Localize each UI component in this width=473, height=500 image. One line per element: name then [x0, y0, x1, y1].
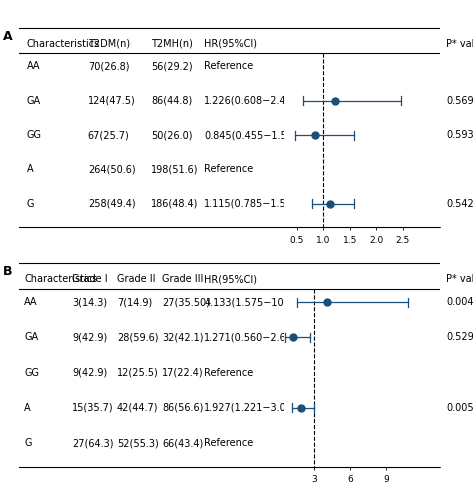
Text: 0.529: 0.529 [446, 332, 473, 342]
Text: 67(25.7): 67(25.7) [88, 130, 130, 140]
Text: GA: GA [24, 332, 38, 342]
Text: GA: GA [27, 96, 41, 106]
Text: 42(44.7): 42(44.7) [117, 403, 158, 413]
Text: 0.569: 0.569 [446, 96, 473, 106]
Text: P* value: P* value [446, 39, 473, 49]
Text: 1.115(0.785−1.584): 1.115(0.785−1.584) [204, 199, 303, 209]
Text: 7(14.9): 7(14.9) [117, 297, 152, 307]
Text: 15(35.7): 15(35.7) [72, 403, 114, 413]
Text: 264(50.6): 264(50.6) [88, 164, 135, 174]
Text: 28(59.6): 28(59.6) [117, 332, 158, 342]
Text: 50(26.0): 50(26.0) [151, 130, 193, 140]
Text: 1.271(0.560−2.686): 1.271(0.560−2.686) [204, 332, 303, 342]
Text: 17(22.4): 17(22.4) [162, 368, 203, 378]
Text: HR(95%CI): HR(95%CI) [204, 39, 257, 49]
Text: 32(42.1): 32(42.1) [162, 332, 203, 342]
Text: Grade I: Grade I [72, 274, 107, 284]
Text: 124(47.5): 124(47.5) [88, 96, 136, 106]
Text: 56(29.2): 56(29.2) [151, 62, 193, 72]
Text: Characteristics: Characteristics [27, 39, 100, 49]
Text: 1.927(1.221−3.037): 1.927(1.221−3.037) [204, 403, 303, 413]
Text: 86(56.6): 86(56.6) [162, 403, 203, 413]
Text: B: B [3, 266, 12, 278]
Text: HR(95%CI): HR(95%CI) [204, 274, 257, 284]
Text: 0.593: 0.593 [446, 130, 473, 140]
Text: Characteristics: Characteristics [24, 274, 97, 284]
Text: 0.845(0.455−1.568): 0.845(0.455−1.568) [204, 130, 303, 140]
Text: 0.542: 0.542 [446, 199, 473, 209]
Text: T2MH(n): T2MH(n) [151, 39, 193, 49]
Text: 4.133(1.575−10.859): 4.133(1.575−10.859) [204, 297, 309, 307]
Text: 27(64.3): 27(64.3) [72, 438, 114, 448]
Text: Reference: Reference [204, 438, 254, 448]
Text: 258(49.4): 258(49.4) [88, 199, 135, 209]
Text: AA: AA [27, 62, 40, 72]
Text: 12(25.5): 12(25.5) [117, 368, 158, 378]
Text: GG: GG [24, 368, 39, 378]
Text: 66(43.4): 66(43.4) [162, 438, 203, 448]
Text: A: A [3, 30, 13, 43]
Text: G: G [27, 199, 35, 209]
Text: 0.005: 0.005 [446, 403, 473, 413]
Text: G: G [24, 438, 32, 448]
Text: Grade III: Grade III [162, 274, 203, 284]
Text: 186(48.4): 186(48.4) [151, 199, 199, 209]
Text: AA: AA [24, 297, 38, 307]
Text: Reference: Reference [204, 368, 254, 378]
Text: 86(44.8): 86(44.8) [151, 96, 193, 106]
Text: 9(42.9): 9(42.9) [72, 368, 107, 378]
Text: 70(26.8): 70(26.8) [88, 62, 129, 72]
Text: Reference: Reference [204, 164, 254, 174]
Text: GG: GG [27, 130, 42, 140]
Text: A: A [27, 164, 34, 174]
Text: 52(55.3): 52(55.3) [117, 438, 158, 448]
Text: T2DM(n): T2DM(n) [88, 39, 130, 49]
Text: 0.004: 0.004 [446, 297, 473, 307]
Text: Grade II: Grade II [117, 274, 156, 284]
Text: 198(51.6): 198(51.6) [151, 164, 199, 174]
Text: A: A [24, 403, 31, 413]
Text: 3(14.3): 3(14.3) [72, 297, 107, 307]
Text: 27(35.50): 27(35.50) [162, 297, 210, 307]
Text: Reference: Reference [204, 62, 254, 72]
Text: P* value: P* value [446, 274, 473, 284]
Text: 1.226(0.608−2.471): 1.226(0.608−2.471) [204, 96, 303, 106]
Text: 9(42.9): 9(42.9) [72, 332, 107, 342]
